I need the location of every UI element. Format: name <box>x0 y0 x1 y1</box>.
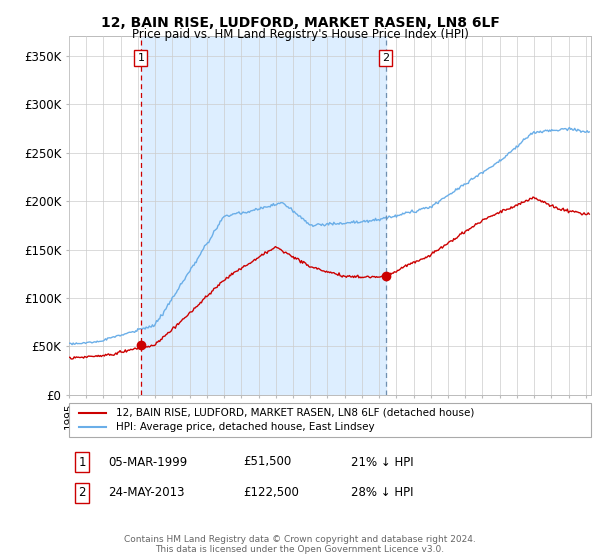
Text: 28% ↓ HPI: 28% ↓ HPI <box>351 486 413 500</box>
Text: £51,500: £51,500 <box>243 455 291 469</box>
Text: 1: 1 <box>137 53 145 63</box>
Text: 21% ↓ HPI: 21% ↓ HPI <box>351 455 413 469</box>
Text: 05-MAR-1999: 05-MAR-1999 <box>108 455 187 469</box>
Bar <box>141 36 386 395</box>
Text: 2: 2 <box>382 53 389 63</box>
FancyBboxPatch shape <box>69 403 591 437</box>
Text: 24-MAY-2013: 24-MAY-2013 <box>108 486 185 500</box>
Text: 1: 1 <box>79 455 86 469</box>
Text: 12, BAIN RISE, LUDFORD, MARKET RASEN, LN8 6LF (detached house): 12, BAIN RISE, LUDFORD, MARKET RASEN, LN… <box>116 408 475 418</box>
Text: Price paid vs. HM Land Registry's House Price Index (HPI): Price paid vs. HM Land Registry's House … <box>131 28 469 41</box>
Text: 2: 2 <box>79 486 86 500</box>
Text: HPI: Average price, detached house, East Lindsey: HPI: Average price, detached house, East… <box>116 422 374 432</box>
Text: £122,500: £122,500 <box>243 486 299 500</box>
Text: 12, BAIN RISE, LUDFORD, MARKET RASEN, LN8 6LF: 12, BAIN RISE, LUDFORD, MARKET RASEN, LN… <box>101 16 499 30</box>
Text: Contains HM Land Registry data © Crown copyright and database right 2024.
This d: Contains HM Land Registry data © Crown c… <box>124 535 476 554</box>
